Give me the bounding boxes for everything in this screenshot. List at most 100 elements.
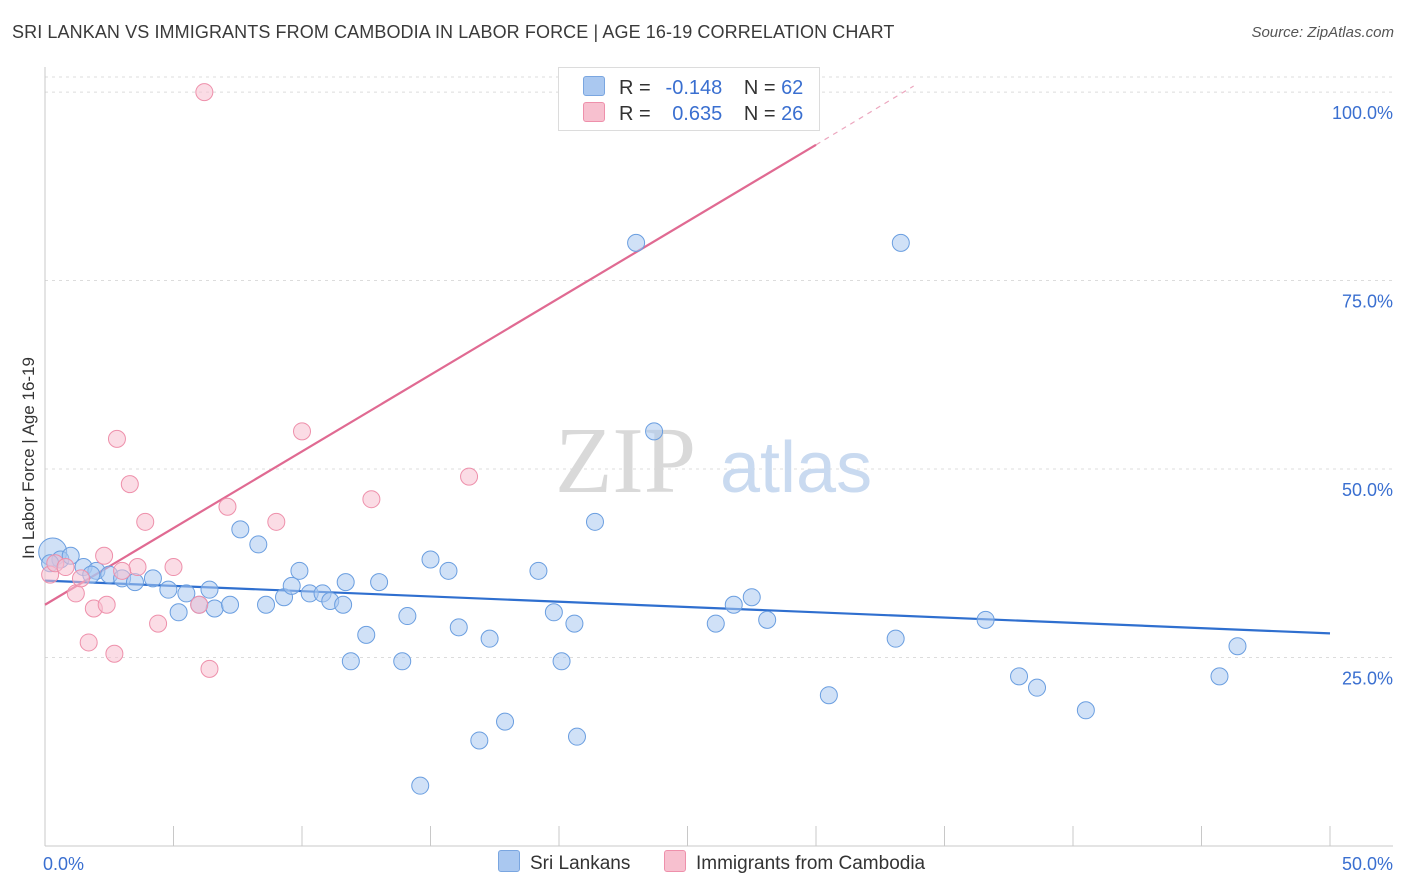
y-tick-label: 50.0% xyxy=(1342,480,1393,500)
point-sri-lankans xyxy=(544,603,563,622)
point-cambodia xyxy=(56,558,75,577)
point-cambodia xyxy=(97,595,116,614)
point-sri-lankans xyxy=(290,561,309,580)
legend-n-label: N = xyxy=(743,103,776,125)
point-sri-lankans xyxy=(257,595,276,614)
point-cambodia xyxy=(107,429,126,448)
x-tick-label: 50.0% xyxy=(1342,854,1393,874)
point-cambodia xyxy=(66,584,85,603)
point-cambodia xyxy=(460,467,479,486)
point-sri-lankans xyxy=(449,618,468,637)
point-sri-lankans xyxy=(529,561,548,580)
point-cambodia xyxy=(362,490,381,509)
legend-row-cambodia: R = 0.635 N = 26 xyxy=(583,102,803,126)
y-tick-label: 100.0% xyxy=(1332,103,1393,123)
point-sri-lankans xyxy=(1210,667,1229,686)
point-sri-lankans xyxy=(357,625,376,644)
point-cambodia xyxy=(95,546,114,565)
trend-line-sri-lankans xyxy=(44,579,1331,635)
point-cambodia xyxy=(200,659,219,678)
point-sri-lankans xyxy=(819,686,838,705)
point-cambodia xyxy=(113,561,132,580)
legend-n-value: 26 xyxy=(781,103,804,125)
point-sri-lankans xyxy=(496,712,515,731)
watermark: ZIP atlas xyxy=(555,409,872,513)
point-sri-lankans xyxy=(891,233,910,252)
point-sri-lankans xyxy=(169,603,188,622)
point-cambodia xyxy=(79,633,98,652)
legend-r-label: R = xyxy=(619,103,651,125)
point-sri-lankans xyxy=(645,422,664,441)
point-sri-lankans xyxy=(370,573,389,592)
point-sri-lankans xyxy=(976,610,995,629)
trend-line-cambodia xyxy=(44,143,817,606)
legend-swatch-sri-lankans xyxy=(583,76,605,96)
point-cambodia xyxy=(190,595,209,614)
point-sri-lankans xyxy=(742,588,761,607)
point-sri-lankans xyxy=(393,652,412,671)
point-sri-lankans xyxy=(421,550,440,569)
point-sri-lankans xyxy=(567,727,586,746)
point-cambodia xyxy=(293,422,311,441)
legend-r-label: R = xyxy=(619,77,651,99)
point-sri-lankans xyxy=(1010,667,1029,686)
point-sri-lankans xyxy=(552,652,571,671)
point-cambodia xyxy=(149,614,168,633)
point-cambodia xyxy=(128,558,147,577)
point-cambodia xyxy=(136,512,155,531)
point-sri-lankans xyxy=(1076,701,1095,720)
point-sri-lankans xyxy=(341,652,360,671)
point-sri-lankans xyxy=(1028,678,1047,697)
point-cambodia xyxy=(71,569,90,588)
correlation-legend: R = -0.148 N = 62 R = 0.635 N = 26 xyxy=(558,67,820,131)
watermark-zip: ZIP xyxy=(555,409,696,513)
point-sri-lankans xyxy=(585,512,604,531)
chart-title: SRI LANKAN VS IMMIGRANTS FROM CAMBODIA I… xyxy=(12,22,895,42)
bottom-legend-label: Sri Lankans xyxy=(530,853,631,874)
point-cambodia xyxy=(267,512,286,531)
trend-line-cambodia-extension xyxy=(815,85,914,146)
trend-lines xyxy=(44,85,1331,635)
point-sri-lankans xyxy=(200,580,219,599)
point-sri-lankans xyxy=(886,629,905,648)
point-sri-lankans xyxy=(249,535,268,554)
bottom-legend-cambodia: Immigrants from Cambodia xyxy=(664,850,925,875)
bottom-legend-swatch-sri-lankans xyxy=(498,850,520,872)
point-sri-lankans xyxy=(1228,637,1247,656)
point-sri-lankans xyxy=(177,584,196,603)
legend-swatch-cambodia xyxy=(583,102,605,122)
y-tick-label: 25.0% xyxy=(1342,669,1393,689)
axes xyxy=(44,67,1393,847)
point-sri-lankans xyxy=(205,599,224,618)
point-cambodia xyxy=(120,475,139,494)
point-sri-lankans xyxy=(398,607,417,626)
point-sri-lankans xyxy=(480,629,499,648)
y-tick-label: 75.0% xyxy=(1342,292,1393,312)
point-cambodia xyxy=(218,497,237,516)
point-sri-lankans xyxy=(231,520,250,539)
gridlines xyxy=(45,76,1393,659)
point-sri-lankans xyxy=(627,233,646,252)
x-tick-label: 0.0% xyxy=(43,854,84,874)
point-sri-lankans xyxy=(565,614,584,633)
point-sri-lankans xyxy=(706,614,725,633)
legend-n-value: 62 xyxy=(781,77,804,99)
point-sri-lankans xyxy=(282,576,301,595)
legend-row-sri-lankans: R = -0.148 N = 62 xyxy=(583,76,803,100)
chart-source: Source: ZipAtlas.com xyxy=(1251,24,1394,41)
point-sri-lankans xyxy=(758,610,777,629)
point-cambodia xyxy=(105,644,124,663)
bottom-legend-label: Immigrants from Cambodia xyxy=(696,853,926,874)
point-sri-lankans xyxy=(334,595,353,614)
legend-r-value: -0.148 xyxy=(665,77,723,99)
watermark-atlas: atlas xyxy=(720,428,872,508)
bottom-legend-sri-lankans: Sri Lankans xyxy=(498,850,630,875)
point-sri-lankans xyxy=(411,776,430,795)
point-sri-lankans xyxy=(439,561,458,580)
point-sri-lankans xyxy=(143,569,162,588)
point-sri-lankans xyxy=(336,573,355,592)
point-cambodia xyxy=(164,558,183,577)
legend-n-label: N = xyxy=(743,77,776,99)
point-sri-lankans xyxy=(159,580,178,599)
